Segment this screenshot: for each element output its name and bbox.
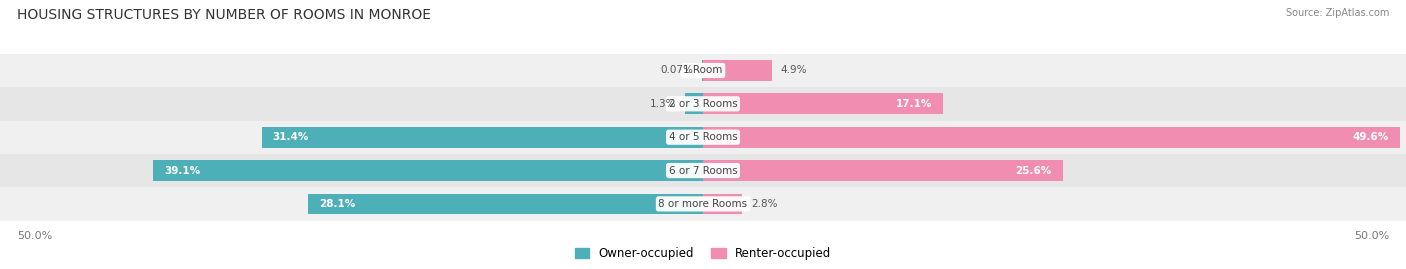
Text: 6 or 7 Rooms: 6 or 7 Rooms	[669, 165, 737, 176]
Bar	[0, 154, 1406, 187]
Bar	[703, 194, 742, 214]
Text: 1.3%: 1.3%	[650, 99, 676, 109]
Bar	[703, 127, 1400, 147]
Bar	[0, 54, 1406, 87]
Bar	[703, 94, 943, 114]
Text: 17.1%: 17.1%	[896, 99, 932, 109]
Text: 31.4%: 31.4%	[273, 132, 309, 142]
Bar	[262, 127, 703, 147]
Text: 4.9%: 4.9%	[780, 65, 807, 76]
Text: 25.6%: 25.6%	[1015, 165, 1052, 176]
Text: 49.6%: 49.6%	[1353, 132, 1389, 142]
Text: 28.1%: 28.1%	[319, 199, 356, 209]
Bar	[0, 121, 1406, 154]
Text: 2 or 3 Rooms: 2 or 3 Rooms	[669, 99, 737, 109]
Text: 39.1%: 39.1%	[165, 165, 201, 176]
Bar	[308, 194, 703, 214]
Text: HOUSING STRUCTURES BY NUMBER OF ROOMS IN MONROE: HOUSING STRUCTURES BY NUMBER OF ROOMS IN…	[17, 8, 430, 22]
Text: 1 Room: 1 Room	[683, 65, 723, 76]
Bar	[0, 187, 1406, 221]
Legend: Owner-occupied, Renter-occupied: Owner-occupied, Renter-occupied	[575, 247, 831, 260]
Text: 50.0%: 50.0%	[17, 231, 52, 241]
Bar	[703, 60, 772, 81]
Text: 4 or 5 Rooms: 4 or 5 Rooms	[669, 132, 737, 142]
Bar	[703, 160, 1063, 181]
Bar	[0, 87, 1406, 121]
Bar	[685, 94, 703, 114]
Text: 8 or more Rooms: 8 or more Rooms	[658, 199, 748, 209]
Text: 2.8%: 2.8%	[751, 199, 778, 209]
Text: 0.07%: 0.07%	[661, 65, 693, 76]
Text: Source: ZipAtlas.com: Source: ZipAtlas.com	[1285, 8, 1389, 18]
Bar	[153, 160, 703, 181]
Text: 50.0%: 50.0%	[1354, 231, 1389, 241]
